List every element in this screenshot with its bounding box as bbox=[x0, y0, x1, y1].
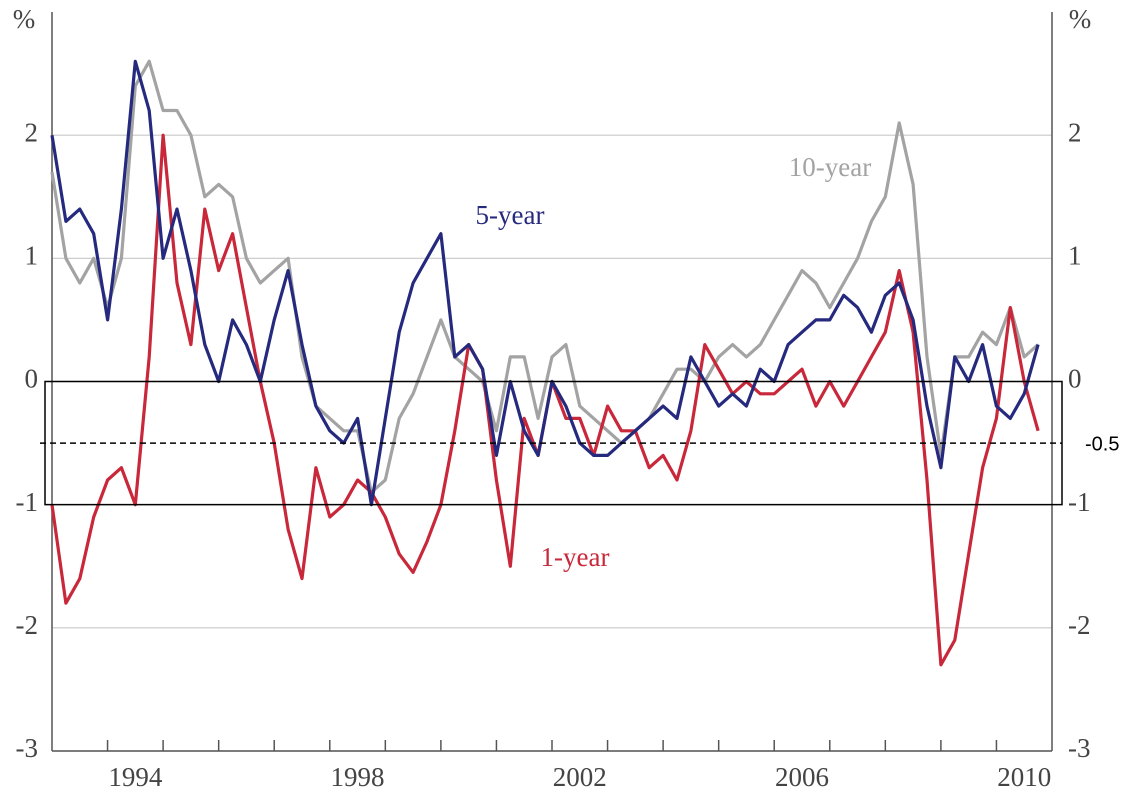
y-tick-label: 1 bbox=[25, 241, 39, 271]
reference-label: -0.5 bbox=[1085, 433, 1119, 455]
y2-tick-label: 0 bbox=[1068, 364, 1082, 394]
y-tick-label: -1 bbox=[16, 487, 39, 517]
y2-tick-label: -3 bbox=[1068, 733, 1091, 763]
x-tick-label: 2006 bbox=[775, 762, 829, 792]
y-tick-label: 0 bbox=[25, 364, 39, 394]
y2-unit: % bbox=[1069, 4, 1092, 34]
x-tick-label: 2002 bbox=[553, 762, 607, 792]
series-label: 10-year bbox=[789, 152, 871, 182]
x-tick-label: 2010 bbox=[997, 762, 1051, 792]
y-tick-label: -2 bbox=[16, 610, 39, 640]
y-tick-label: -3 bbox=[16, 733, 39, 763]
band bbox=[44, 380, 1063, 506]
series-label: 1-year bbox=[541, 542, 610, 572]
series-line bbox=[50, 59, 1040, 494]
x-tick-label: 1994 bbox=[108, 762, 163, 792]
y2-tick-label: -2 bbox=[1068, 610, 1091, 640]
y2-tick-label: 1 bbox=[1068, 241, 1082, 271]
y-tick-label: 2 bbox=[25, 117, 39, 147]
y2-tick-label: 2 bbox=[1068, 117, 1082, 147]
x-tick-label: 1998 bbox=[331, 762, 385, 792]
y-unit: % bbox=[13, 4, 36, 34]
series-line bbox=[50, 59, 1040, 507]
y2-tick-label: -1 bbox=[1068, 487, 1091, 517]
series-label: 5-year bbox=[476, 200, 545, 230]
series-line bbox=[50, 133, 1040, 667]
